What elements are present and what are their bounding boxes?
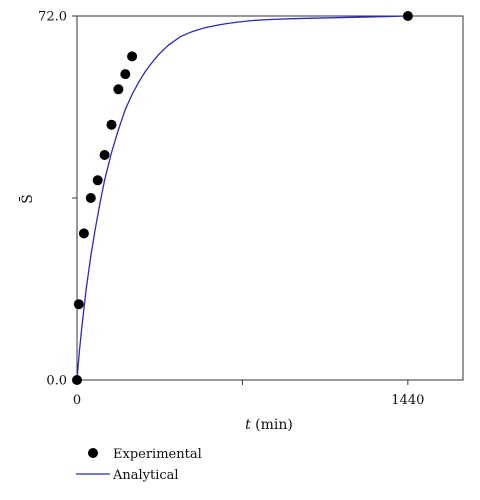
x-axis-label: t (min) — [245, 417, 293, 433]
legend: Experimental Analytical — [76, 447, 202, 483]
legend-marker-experimental — [88, 448, 98, 458]
x-tick-label-0: 0 — [73, 393, 81, 408]
data-point-experimental-10 — [402, 11, 413, 21]
x-axis-variable: t — [245, 417, 251, 433]
data-point-experimental-4 — [92, 175, 103, 186]
data-point-experimental-2 — [78, 228, 89, 239]
x-tick-label-1440: 1440 — [391, 393, 424, 408]
data-point-experimental-3 — [85, 193, 96, 203]
legend-label-experimental: Experimental — [113, 447, 202, 462]
y-tick-label-72-0: 72.0 — [38, 10, 67, 25]
data-point-experimental-6 — [106, 119, 117, 130]
x-axis-unit: (min) — [251, 417, 293, 433]
data-point-experimental-0 — [72, 375, 82, 385]
data-point-experimental-1 — [73, 299, 84, 310]
data-point-experimental-7 — [113, 84, 124, 95]
plot-series — [72, 11, 413, 385]
data-point-experimental-5 — [99, 150, 110, 160]
series-line-analytical — [76, 15, 408, 381]
data-point-experimental-9 — [127, 51, 138, 62]
data-point-experimental-8 — [120, 69, 131, 80]
y-axis-label: S̄ — [18, 194, 36, 204]
legend-label-analytical: Analytical — [112, 468, 179, 483]
axis-tick-labels: 0 1440 0.0 72.0 — [38, 10, 424, 409]
y-tick-label-0-0: 0.0 — [46, 374, 67, 389]
